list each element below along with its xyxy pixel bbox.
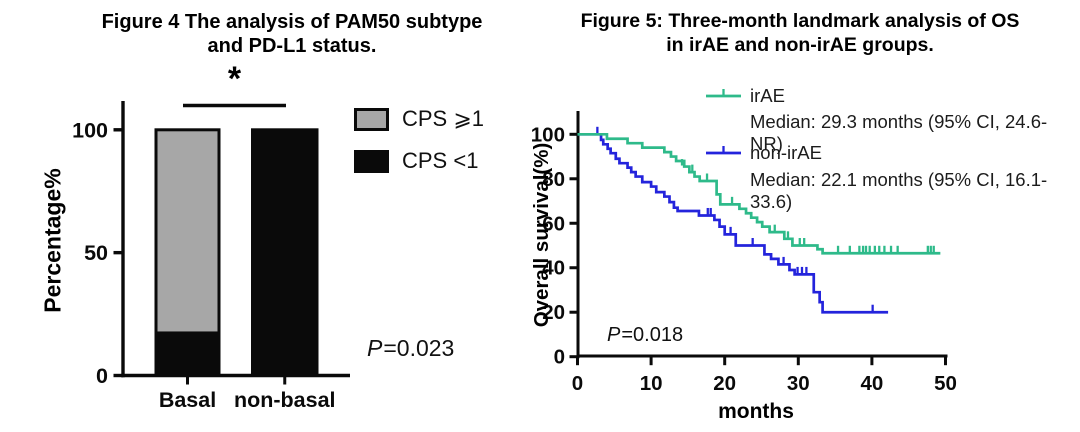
fig5-x-tick-label: 40 — [860, 372, 883, 395]
fig5-median-non-irae: Median: 22.1 months (95% CI, 16.1-33.6) — [750, 169, 1048, 212]
fig4-title-line2: and PD-L1 status. — [207, 35, 377, 57]
fig5-median-irae: Median: 29.3 months (95% CI, 24.6-NR) — [750, 111, 1048, 154]
fig5-x-tick-label: 20 — [713, 372, 736, 395]
fig5-y-tick-label: 60 — [542, 212, 565, 235]
fig5-title-line2: in irAE and non-irAE groups. — [666, 34, 934, 56]
fig4-category-label: Basal — [159, 388, 216, 412]
fig4-y-tick-label: 100 — [72, 118, 108, 142]
fig5-y-tick-label: 40 — [542, 257, 565, 280]
fig4-legend-label-1: CPS <1 — [402, 148, 479, 173]
fig4-bar-segment-Basal-1 — [156, 129, 219, 332]
fig5-x-tick-label: 50 — [934, 372, 957, 395]
fig4-significance-star: * — [227, 60, 242, 98]
fig5-y-tick-label: 0 — [554, 346, 565, 369]
fig5-p-value: P=0.018 — [607, 324, 683, 347]
fig4-p-value: P=0.023 — [367, 335, 454, 362]
fig4-p-symbol: P — [367, 335, 383, 361]
fig4-legend-item-1: CPS <1 — [354, 148, 478, 174]
fig4-y-tick-label: 50 — [84, 241, 108, 265]
fig5-title-line1: Figure 5: Three-month landmark analysis … — [580, 10, 1020, 32]
fig5-p-symbol: P — [607, 324, 621, 346]
fig4-title-line1: Figure 4 The analysis of PAM50 subtype — [101, 11, 483, 33]
fig4-title: Figure 4 The analysis of PAM50 subtype a… — [58, 10, 526, 58]
fig5-y-tick-label: 20 — [542, 301, 565, 324]
fig5-x-tick-label: 10 — [640, 372, 663, 395]
fig5-p-number: =0.018 — [621, 324, 684, 346]
fig5-y-tick-label: 100 — [531, 123, 565, 146]
fig5-x-tick-label: 30 — [787, 372, 810, 395]
fig5-legend-label-irae: irAE — [750, 85, 785, 106]
fig5-curve-irAE — [577, 132, 941, 255]
fig5-x-tick-label: 0 — [572, 372, 583, 395]
fig4-bar-segment-Basal-0 — [156, 331, 219, 376]
fig4-bar-chart: 0 50 100 Basal non-basal — [72, 101, 350, 412]
fig5-y-tick-label: 80 — [542, 168, 565, 191]
fig4-y-tick-label: 0 — [96, 364, 108, 388]
fig4-p-number: =0.023 — [383, 335, 455, 361]
fig4-category-label: non-basal — [234, 388, 336, 412]
fig5-y-axis-label: Overall survival(%) — [530, 142, 553, 328]
fig5-x-axis-label: months — [718, 400, 794, 423]
fig5-km-chart: 0 20 40 60 80 100 0 10 20 30 40 50 — [531, 89, 957, 395]
fig5-curve-non-irAE — [577, 132, 889, 314]
fig4-bar-segment-non-basal-0 — [252, 129, 317, 376]
fig4-legend-swatch-1 — [354, 149, 389, 173]
fig5-legend-label-non-irae: non-irAE — [750, 142, 822, 163]
fig4-legend-label-0: CPS ⩾1 — [402, 106, 485, 131]
fig4-legend-item-0: CPS ⩾1 — [354, 106, 484, 132]
fig4-legend-swatch-0 — [354, 107, 389, 131]
fig5-title: Figure 5: Three-month landmark analysis … — [550, 9, 1050, 57]
